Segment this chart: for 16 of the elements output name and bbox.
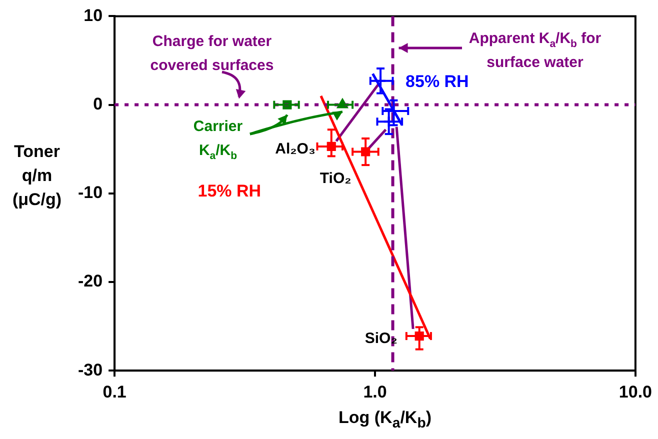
y-tick-label: 0: [93, 94, 103, 114]
y-tick-label: 10: [84, 6, 103, 25]
annotation: Charge for water covered surfaces: [150, 33, 274, 74]
series-label: 85% RH: [406, 72, 469, 91]
y-tick-label: -20: [78, 272, 103, 291]
annotation: Al₂O₃: [275, 140, 316, 158]
x-tick-label: 1.0: [363, 382, 387, 402]
x-tick-label: 10.0: [618, 382, 652, 402]
y-tick-label: -30: [78, 360, 103, 380]
annotation: TiO₂: [320, 170, 352, 187]
y-tick-label: -10: [78, 183, 103, 202]
y-axis-title: Toner q/m (μC/g): [11, 141, 63, 211]
text: 15% RH: [198, 181, 262, 200]
annotation: SiO₂: [364, 330, 398, 348]
x-tick-label: 0.1: [102, 382, 126, 402]
x-axis-title: Log (K$_{a}$/K$_{b}$): [337, 408, 433, 432]
